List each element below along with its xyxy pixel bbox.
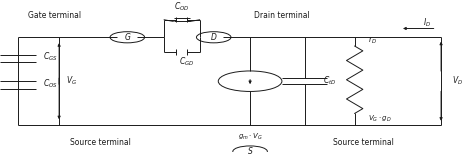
Text: $C_{tD}$: $C_{tD}$ — [322, 75, 336, 88]
Text: $I_{D}$: $I_{D}$ — [422, 16, 431, 29]
Text: $V_{G} \cdot g_{D}$: $V_{G} \cdot g_{D}$ — [368, 114, 391, 124]
Text: $r_{D}$: $r_{D}$ — [368, 34, 376, 46]
Text: $C_{OD}$: $C_{OD}$ — [174, 0, 189, 13]
Text: $C_{OS}$: $C_{OS}$ — [43, 77, 58, 90]
Text: $C_{GD}$: $C_{GD}$ — [178, 56, 194, 68]
Text: S: S — [247, 147, 252, 156]
Text: Gate terminal: Gate terminal — [28, 11, 81, 20]
Text: $V_{D}$: $V_{D}$ — [451, 75, 463, 88]
Text: Source terminal: Source terminal — [332, 138, 394, 147]
Text: Drain terminal: Drain terminal — [254, 11, 309, 20]
Text: $g_{m} \cdot V_{G}$: $g_{m} \cdot V_{G}$ — [237, 132, 262, 142]
Text: $V_{G}$: $V_{G}$ — [66, 75, 77, 88]
Text: Source terminal: Source terminal — [69, 138, 130, 147]
Text: D: D — [210, 33, 216, 42]
Text: G: G — [124, 33, 130, 42]
Text: $C_{GS}$: $C_{GS}$ — [43, 51, 58, 63]
